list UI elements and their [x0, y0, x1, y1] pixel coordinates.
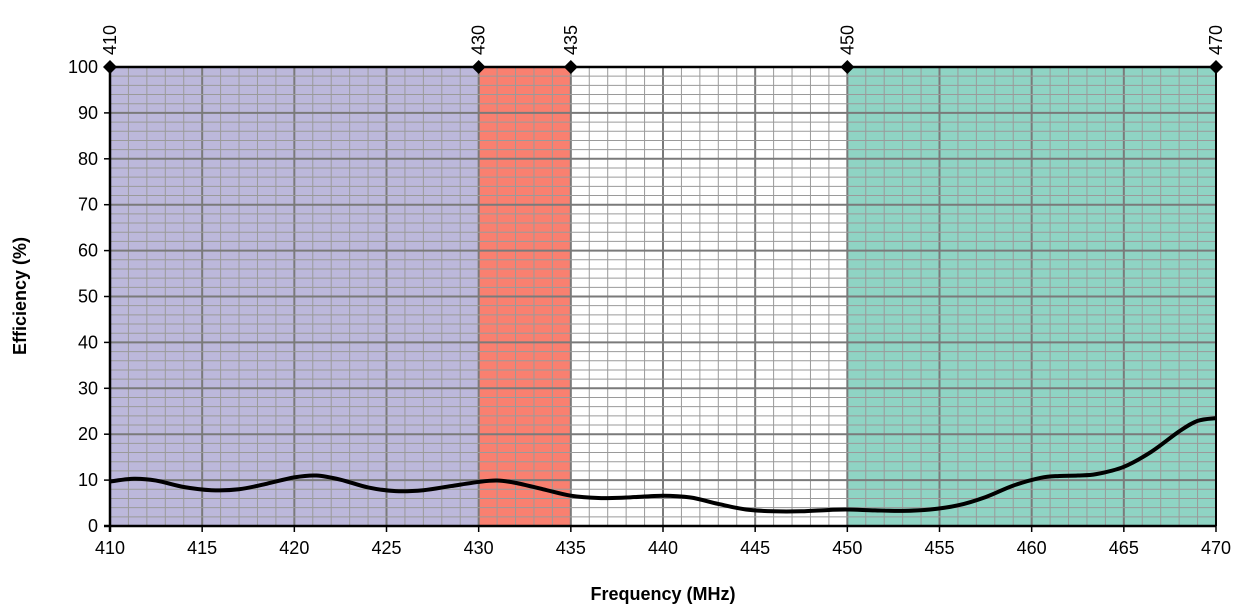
band-edge-marker	[563, 60, 578, 74]
tick-labels: 410 415 420 425 430 435 440 445 450 455 460 465 470 0…	[68, 57, 1231, 558]
x-tick-label: 445	[740, 538, 770, 558]
y-tick-label: 10	[78, 470, 98, 490]
x-tick-label: 440	[648, 538, 678, 558]
plot-frame	[104, 65, 1217, 532]
x-tick-label: 425	[371, 538, 401, 558]
y-tick-label: 70	[78, 195, 98, 215]
y-tick-label: 50	[78, 287, 98, 307]
x-tick-label: 470	[1201, 538, 1231, 558]
band-edge-marker	[471, 60, 486, 74]
band-edge-marker	[1209, 60, 1223, 74]
y-tick-label: 20	[78, 424, 98, 444]
band-edge-label: 430	[469, 25, 489, 55]
data-series	[109, 416, 1217, 514]
band-edge-label: 410	[100, 25, 120, 55]
band-edge-label: 450	[837, 25, 857, 55]
x-tick-label: 455	[924, 538, 954, 558]
x-tick-label: 410	[95, 538, 125, 558]
band-edge-marker	[840, 60, 855, 74]
x-tick-label: 415	[187, 538, 217, 558]
x-axis-title: Frequency (MHz)	[590, 584, 735, 604]
band-edge-marker	[103, 60, 117, 74]
x-tick-label: 420	[279, 538, 309, 558]
x-tick-label: 435	[556, 538, 586, 558]
y-tick-label: 30	[78, 378, 98, 398]
band-edge-label: 470	[1206, 25, 1226, 55]
y-tick-label: 100	[68, 57, 98, 77]
band-edge-markers: 410 430 435 450 470	[100, 25, 1226, 74]
efficiency-line-0	[109, 416, 1217, 514]
y-axis-title: Efficiency (%)	[10, 237, 30, 355]
x-tick-label: 430	[464, 538, 494, 558]
y-tick-label: 0	[88, 516, 98, 536]
band-edge-label: 435	[561, 25, 581, 55]
y-tick-label: 90	[78, 103, 98, 123]
y-tick-label: 60	[78, 241, 98, 261]
x-tick-label: 465	[1109, 538, 1139, 558]
x-tick-label: 450	[832, 538, 862, 558]
x-tick-label: 460	[1017, 538, 1047, 558]
y-tick-label: 40	[78, 332, 98, 352]
grid-lines	[109, 66, 1217, 527]
y-tick-label: 80	[78, 149, 98, 169]
